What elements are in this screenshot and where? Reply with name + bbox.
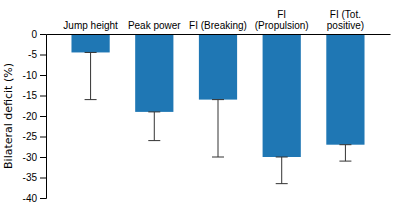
- x-axis: Jump height Peak power FI (Breaking) FI(Pro…: [47, 9, 391, 35]
- error-line: [90, 52, 91, 99]
- error-cap: [339, 161, 351, 162]
- x-tick: Jump height: [63, 20, 118, 34]
- category-label: FI(Propulsion): [255, 9, 309, 31]
- error-cap: [148, 140, 160, 141]
- y-tick-mark: [40, 198, 46, 199]
- zero-line: [47, 34, 391, 35]
- x-tick: FI (Tot.positive): [327, 9, 364, 34]
- category-label: Jump height: [63, 20, 118, 31]
- y-tick-label: -35: [23, 172, 38, 183]
- y-tick: -25: [23, 131, 46, 142]
- y-tick-mark: [40, 55, 46, 56]
- y-tick: -5: [28, 49, 46, 60]
- y-axis-title: Bilateral deficit (%): [2, 63, 15, 169]
- x-tick: FI (Breaking): [189, 20, 247, 34]
- y-tick: -20: [23, 111, 46, 122]
- y-tick-mark: [40, 116, 46, 117]
- y-axis: 0 -5 -10 -15 -20 -25 -30 -35 -40: [23, 29, 47, 204]
- bar: [263, 34, 301, 157]
- error-bar: [212, 100, 224, 157]
- bar: [71, 34, 109, 52]
- category-label: FI (Breaking): [189, 20, 247, 31]
- y-tick: -30: [23, 152, 46, 163]
- bar: [326, 34, 364, 145]
- y-tick-label: -30: [23, 152, 38, 163]
- error-bar: [339, 145, 351, 161]
- y-tick-label: -20: [23, 111, 38, 122]
- y-axis-line: [40, 35, 47, 199]
- y-tick-mark: [40, 178, 46, 179]
- plot: 0 -5 -10 -15 -20 -25 -30 -35 -40 Jump height Peak …: [23, 9, 391, 204]
- y-tick-label: -5: [28, 49, 37, 60]
- error-bar: [148, 112, 160, 141]
- y-tick-label: -40: [23, 193, 38, 204]
- error-cap: [148, 111, 160, 112]
- x-tick: FI(Propulsion): [255, 9, 309, 34]
- bar: [199, 34, 237, 100]
- error-cap: [276, 183, 288, 184]
- error-cap: [85, 99, 97, 100]
- marks: [71, 34, 364, 184]
- y-tick: -40: [23, 193, 46, 204]
- error-bar: [85, 52, 97, 99]
- y-tick-mark: [40, 75, 46, 76]
- category-label: Peak power: [128, 20, 181, 31]
- y-tick-mark: [40, 96, 46, 97]
- y-tick: -35: [23, 172, 46, 183]
- error-cap: [276, 157, 288, 158]
- y-tick: -10: [23, 70, 46, 81]
- chart: 0 -5 -10 -15 -20 -25 -30 -35 -40 Jump height Peak …: [0, 0, 400, 208]
- y-tick-mark: [40, 34, 46, 35]
- y-tick-label: 0: [31, 29, 37, 40]
- y-tick-label: -25: [23, 131, 38, 142]
- bar: [135, 34, 173, 112]
- y-tick-label: -15: [23, 90, 38, 101]
- error-bar: [276, 157, 288, 184]
- error-cap: [212, 157, 224, 158]
- error-cap: [212, 99, 224, 100]
- y-tick-mark: [40, 137, 46, 138]
- error-line: [345, 145, 346, 161]
- x-tick: Peak power: [128, 20, 181, 34]
- error-cap: [85, 52, 97, 53]
- error-line: [154, 112, 155, 141]
- error-cap: [339, 144, 351, 145]
- y-tick: -15: [23, 90, 46, 101]
- y-tick: 0: [31, 29, 46, 40]
- category-label: FI (Tot.positive): [327, 9, 364, 31]
- y-tick-label: -10: [23, 70, 38, 81]
- y-tick-mark: [40, 157, 46, 158]
- error-line: [281, 157, 282, 184]
- error-line: [218, 100, 219, 157]
